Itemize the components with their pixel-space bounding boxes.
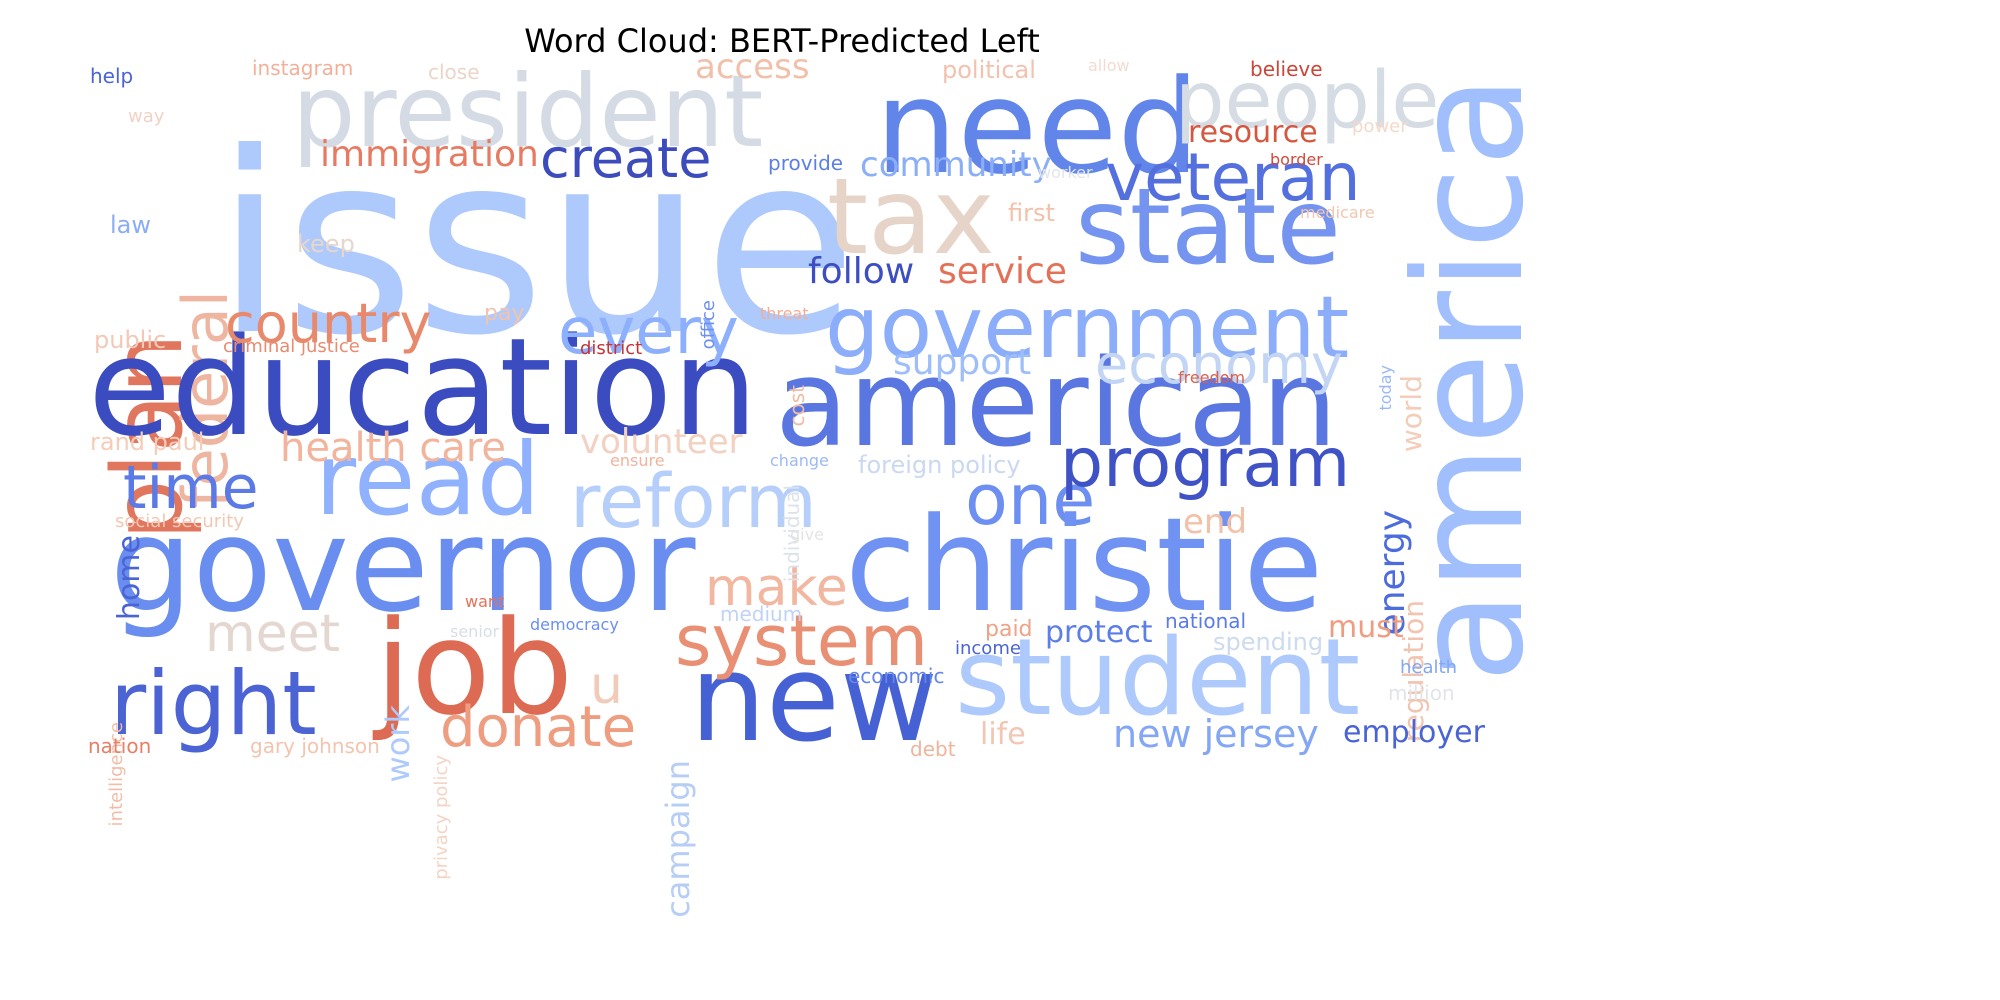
word: follow xyxy=(808,251,915,292)
word: every xyxy=(558,295,739,369)
word: country xyxy=(225,292,432,355)
word: change xyxy=(770,451,829,470)
word: tax xyxy=(827,156,995,278)
word: community xyxy=(860,145,1052,185)
word: campaign xyxy=(659,760,697,918)
word: freedom xyxy=(1178,368,1246,387)
word: worker xyxy=(1038,163,1093,182)
word: gary johnson xyxy=(250,734,380,758)
word: political xyxy=(942,56,1036,84)
word: medium xyxy=(720,602,803,626)
word: democracy xyxy=(530,615,619,634)
word: today xyxy=(1376,365,1395,411)
word: immigration xyxy=(320,134,539,175)
word: life xyxy=(980,717,1026,752)
word: power xyxy=(1352,116,1408,137)
word: work xyxy=(379,705,417,783)
word: first xyxy=(1008,199,1055,227)
word: criminal justice xyxy=(223,336,360,357)
word: access xyxy=(695,47,810,87)
word: health care xyxy=(280,425,507,471)
word: new jersey xyxy=(1113,712,1319,756)
word: ensure xyxy=(610,451,665,470)
word: support xyxy=(893,342,1032,383)
word: give xyxy=(790,525,824,544)
word: new xyxy=(690,630,939,769)
word: income xyxy=(955,638,1021,659)
word: way xyxy=(128,106,165,127)
word: believe xyxy=(1250,57,1323,81)
word: help xyxy=(90,64,134,88)
word: social security xyxy=(115,511,244,532)
word: spending xyxy=(1213,628,1324,656)
word: time xyxy=(123,453,259,523)
word: border xyxy=(1270,150,1323,169)
word: home xyxy=(112,535,147,621)
word: volunteer xyxy=(580,422,743,462)
word: people xyxy=(1175,56,1440,146)
word: allow xyxy=(1088,56,1130,75)
word: state xyxy=(1075,166,1341,288)
word: education xyxy=(88,309,758,466)
word: create xyxy=(540,127,712,190)
word: read xyxy=(315,421,541,538)
word-cloud: issue president need people america plan feder… xyxy=(88,47,1557,918)
word: health xyxy=(1400,657,1457,678)
word: close xyxy=(428,60,480,84)
word: paid xyxy=(985,617,1033,642)
word: nation xyxy=(88,734,152,758)
word: economic xyxy=(848,664,945,688)
word: instagram xyxy=(252,56,354,80)
word: debt xyxy=(910,737,956,761)
word: one xyxy=(965,459,1096,541)
word: issue xyxy=(215,99,858,390)
word: public xyxy=(94,326,167,354)
word: job xyxy=(375,592,574,744)
word: governor xyxy=(110,489,696,641)
word: resource xyxy=(1188,115,1318,150)
word: law xyxy=(110,211,152,239)
chart-title: Word Cloud: BERT-Predicted Left xyxy=(524,22,1040,60)
word: want xyxy=(465,592,505,611)
word: protect xyxy=(1045,615,1153,650)
word: right xyxy=(110,652,317,755)
word: national xyxy=(1165,609,1247,633)
word: service xyxy=(938,251,1067,292)
word: system xyxy=(675,600,929,682)
word: meet xyxy=(205,604,341,664)
word: need xyxy=(875,51,1200,203)
word: student xyxy=(955,616,1361,739)
word: privacy policy xyxy=(431,755,452,880)
word: reform xyxy=(570,459,817,545)
word: must xyxy=(1328,610,1404,645)
word: senior xyxy=(450,622,500,641)
word: threat xyxy=(760,304,809,323)
word: cost xyxy=(785,385,809,427)
word: make xyxy=(705,558,848,618)
word: rand paul xyxy=(90,428,205,456)
word: christie xyxy=(845,489,1324,641)
word: government xyxy=(825,278,1350,378)
word: american xyxy=(775,335,1338,474)
word: pay xyxy=(484,301,525,326)
word: provide xyxy=(768,151,844,175)
word: employer xyxy=(1343,715,1485,750)
word: u xyxy=(590,656,623,716)
word: donate xyxy=(440,695,637,760)
word: end xyxy=(1183,502,1248,542)
word: foreign policy xyxy=(858,451,1021,479)
word: economy xyxy=(1095,333,1343,396)
word: program xyxy=(1060,424,1351,503)
word: veteran xyxy=(1105,139,1361,216)
word: district xyxy=(580,338,643,359)
word: million xyxy=(1388,681,1455,705)
word: president xyxy=(292,53,764,170)
word: keep xyxy=(297,230,355,258)
word: world xyxy=(1395,375,1428,453)
word: office xyxy=(698,300,719,350)
word: medicare xyxy=(1300,203,1375,222)
